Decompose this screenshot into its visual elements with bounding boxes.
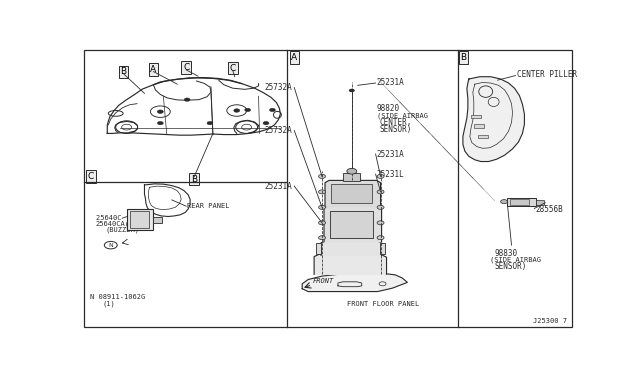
Bar <box>129 211 150 228</box>
Bar <box>153 217 162 223</box>
Text: N 08911-1062G: N 08911-1062G <box>90 294 145 300</box>
Text: B: B <box>120 67 127 76</box>
Bar <box>471 115 481 118</box>
Circle shape <box>207 121 213 125</box>
Circle shape <box>157 121 163 125</box>
Text: (SIDE AIRBAG: (SIDE AIRBAG <box>490 257 541 263</box>
Text: C: C <box>88 172 94 181</box>
Text: 25231A: 25231A <box>376 78 404 87</box>
Text: A: A <box>150 65 156 74</box>
Circle shape <box>244 108 251 112</box>
Text: B: B <box>191 175 197 184</box>
Bar <box>507 198 536 206</box>
Text: (SIDE AIRBAG: (SIDE AIRBAG <box>376 112 428 119</box>
Text: 28556B: 28556B <box>535 205 563 214</box>
Circle shape <box>349 89 355 92</box>
Circle shape <box>184 98 190 101</box>
Polygon shape <box>314 254 387 275</box>
Bar <box>536 200 544 205</box>
Text: 25231A: 25231A <box>376 150 404 158</box>
Polygon shape <box>302 273 408 292</box>
Bar <box>474 124 484 128</box>
Text: 25640CA(LH): 25640CA(LH) <box>96 221 143 227</box>
Text: REAR PANEL: REAR PANEL <box>187 203 230 209</box>
Circle shape <box>377 236 384 240</box>
Circle shape <box>319 174 326 179</box>
Text: 25231A: 25231A <box>264 182 292 190</box>
Bar <box>478 135 488 138</box>
Text: FRONT: FRONT <box>313 278 334 284</box>
Polygon shape <box>321 241 381 256</box>
Text: 25640C  (RH): 25640C (RH) <box>96 215 147 221</box>
Text: A: A <box>291 53 298 62</box>
Text: 98820: 98820 <box>376 104 400 113</box>
Circle shape <box>319 205 326 209</box>
Text: SENSOR): SENSOR) <box>380 125 412 134</box>
Text: B: B <box>460 53 467 62</box>
Text: 98830: 98830 <box>495 249 518 258</box>
Bar <box>509 199 529 205</box>
Circle shape <box>347 169 356 174</box>
Polygon shape <box>463 77 524 161</box>
Text: 25231L: 25231L <box>376 170 404 179</box>
Circle shape <box>377 174 384 179</box>
Circle shape <box>319 190 326 194</box>
Text: CENTER,: CENTER, <box>380 118 412 127</box>
Text: 25732A: 25732A <box>264 83 292 92</box>
Circle shape <box>377 221 384 225</box>
Circle shape <box>319 236 326 240</box>
Circle shape <box>269 108 275 112</box>
Text: 25732A: 25732A <box>264 126 292 135</box>
Bar <box>331 184 372 203</box>
Text: J25300 7: J25300 7 <box>533 318 567 324</box>
Circle shape <box>157 110 163 113</box>
Bar <box>316 243 321 254</box>
Circle shape <box>377 205 384 209</box>
Text: (BUZZER): (BUZZER) <box>106 227 140 233</box>
Polygon shape <box>324 206 381 242</box>
Text: C: C <box>230 64 236 73</box>
Bar <box>127 209 153 230</box>
Circle shape <box>377 190 384 194</box>
Text: CENTER PILLER: CENTER PILLER <box>518 70 577 79</box>
Bar <box>330 211 372 238</box>
Text: N: N <box>108 243 113 248</box>
Text: (1): (1) <box>103 300 116 307</box>
Circle shape <box>319 221 326 225</box>
Text: FRONT FLOOR PANEL: FRONT FLOOR PANEL <box>347 301 419 307</box>
Text: C: C <box>183 63 189 72</box>
Polygon shape <box>325 180 381 206</box>
Circle shape <box>263 121 269 125</box>
Circle shape <box>500 200 508 203</box>
Bar <box>380 243 385 254</box>
Circle shape <box>234 109 240 112</box>
Bar <box>343 173 360 181</box>
Text: SENSOR): SENSOR) <box>495 262 527 271</box>
